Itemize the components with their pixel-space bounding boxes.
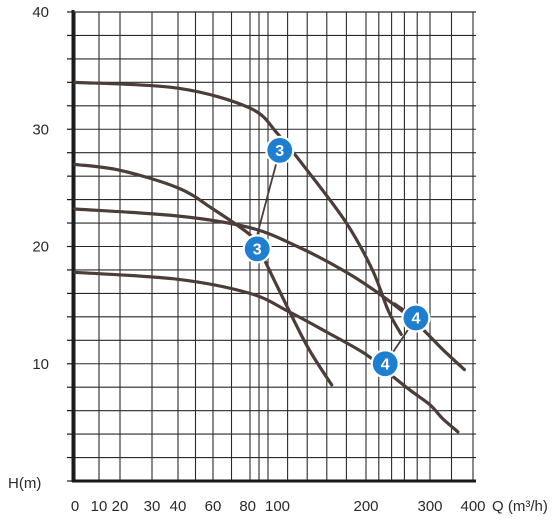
x-tick-label: 60 — [205, 498, 222, 515]
x-tick-label: 40 — [170, 498, 187, 515]
x-tick-label: 10 — [91, 498, 108, 515]
pump-curve-4 — [73, 270, 460, 434]
x-tick-label: 100 — [265, 498, 290, 515]
curve-marker-badge — [242, 234, 272, 264]
y-tick-label: 20 — [32, 239, 49, 256]
grid — [73, 11, 476, 481]
curve-marker-label: 4 — [411, 311, 420, 328]
y-tick-label: 30 — [32, 121, 49, 138]
markers: 3 3 4 4 — [242, 135, 431, 379]
axes — [67, 10, 476, 483]
x-tick-label: 300 — [417, 498, 442, 515]
x-tick-label: 20 — [112, 498, 129, 515]
x-tick-label: 80 — [239, 498, 256, 515]
curve-marker-badge — [401, 303, 431, 333]
pump-curve-3 — [73, 207, 466, 372]
x-tick-label: 30 — [144, 498, 161, 515]
x-tick-label: 200 — [353, 498, 378, 515]
y-tick-label: 40 — [32, 4, 49, 21]
curves — [73, 80, 466, 434]
pump-curve-1 — [73, 80, 403, 336]
curve-marker-badge — [265, 135, 295, 165]
curve-marker-badge — [370, 349, 400, 379]
y-axis-title: H(m) — [8, 475, 41, 492]
x-tick-label: 0 — [71, 498, 79, 515]
pump-curve-2 — [73, 162, 334, 387]
x-tick-label: 400 — [460, 498, 485, 515]
curve-marker-label: 3 — [253, 241, 262, 258]
x-axis-title: Q (m³/h) — [492, 498, 548, 515]
curve-marker-label: 3 — [275, 143, 284, 160]
y-tick-label: 10 — [32, 356, 49, 373]
curve-marker-label: 4 — [381, 356, 390, 373]
